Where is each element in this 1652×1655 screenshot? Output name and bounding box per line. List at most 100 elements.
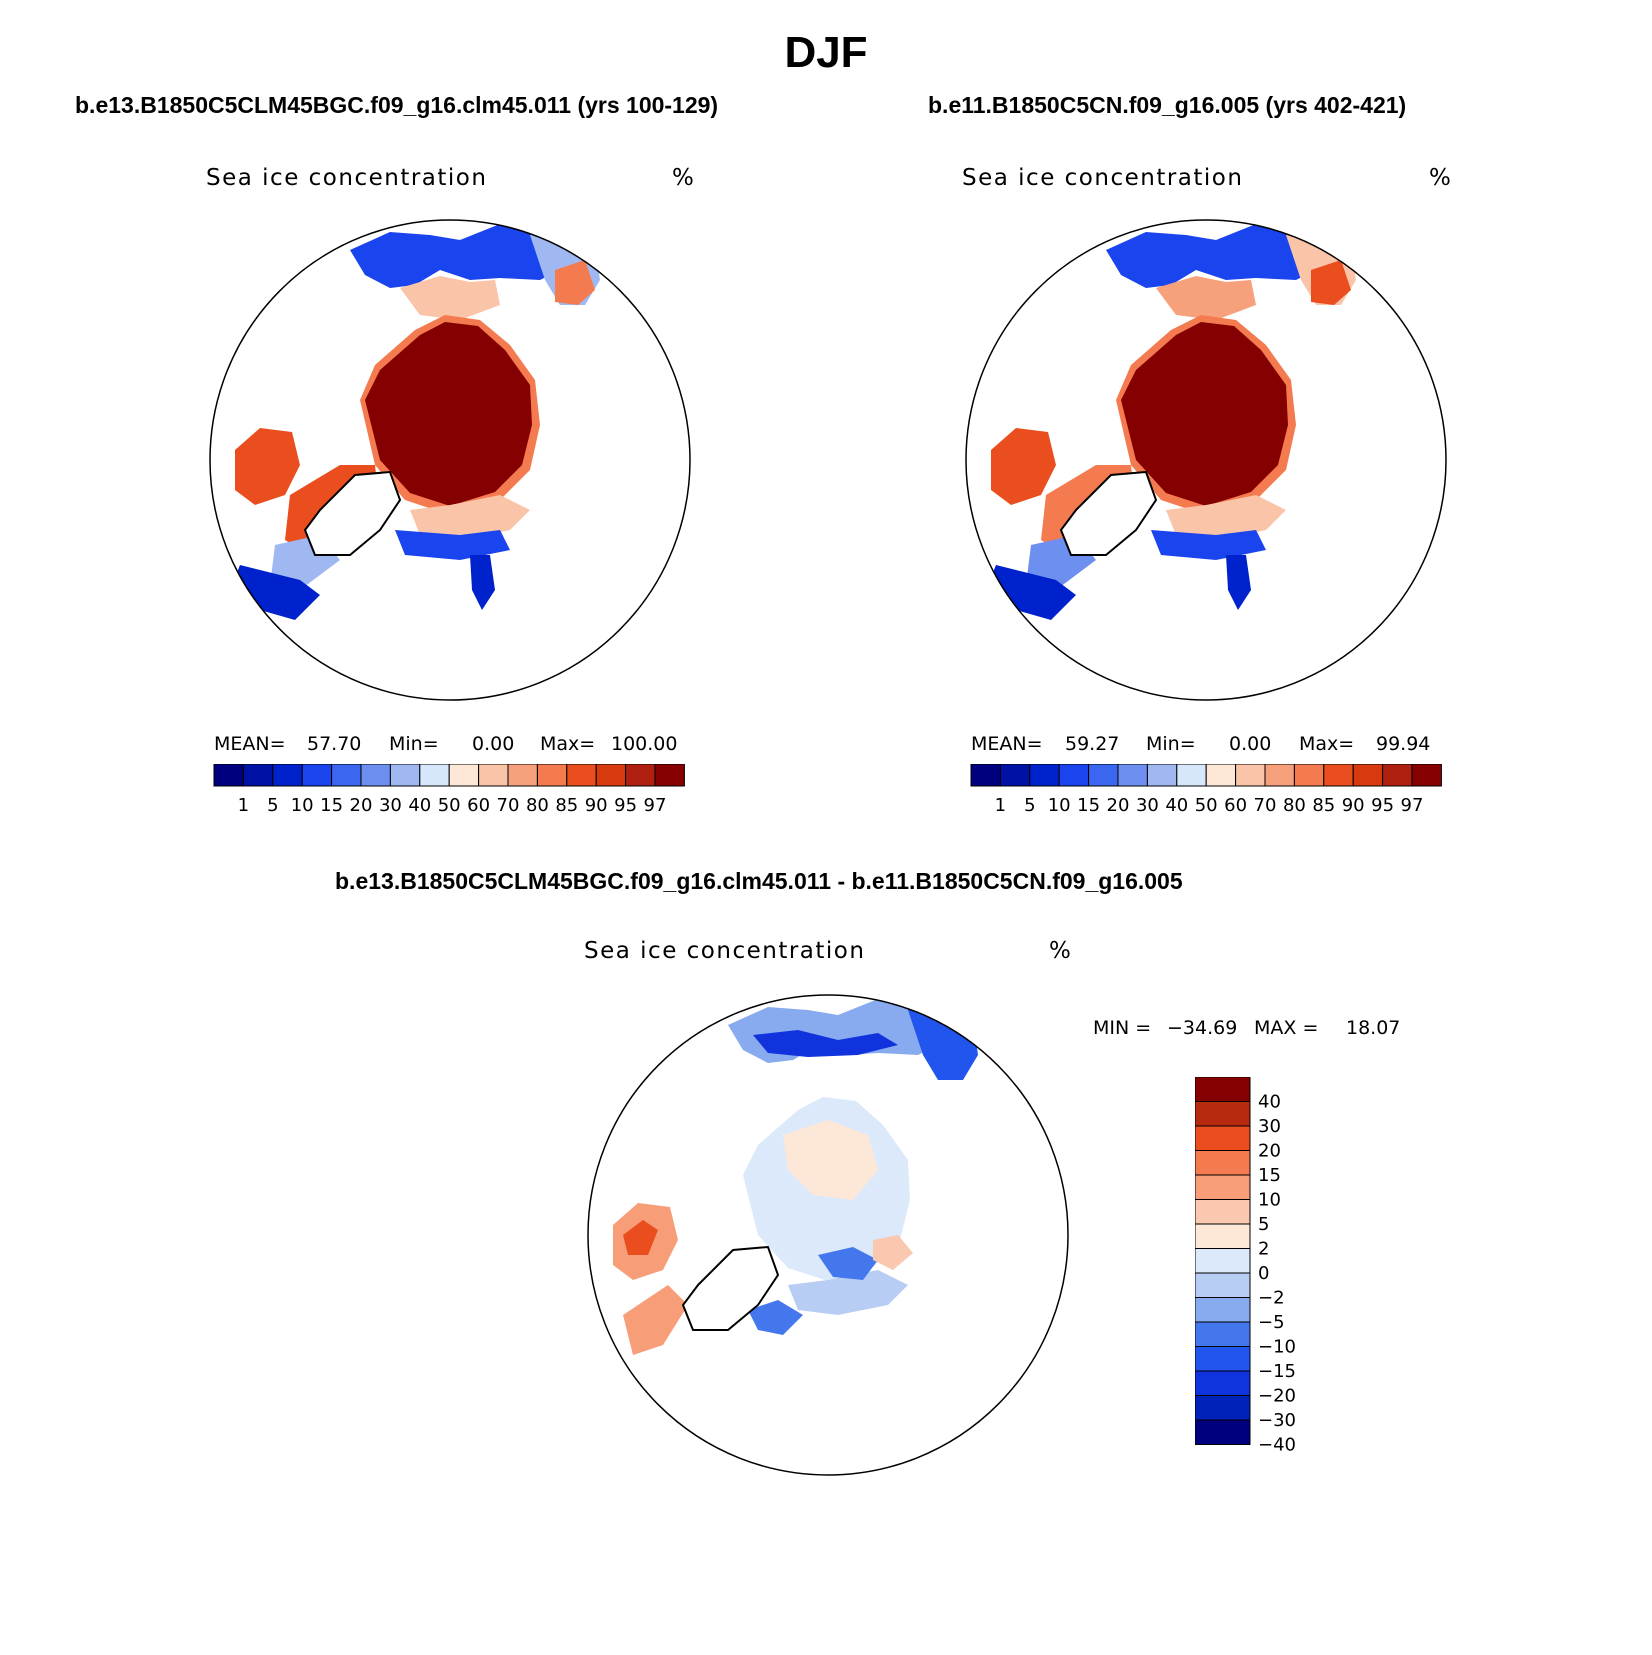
right-units: % bbox=[1429, 165, 1451, 191]
left-polar-map bbox=[209, 219, 691, 701]
nordic-seas-blue bbox=[1151, 530, 1266, 560]
diff-colorbar-swatch bbox=[1195, 1272, 1251, 1298]
colorbar-tick-label: 97 bbox=[644, 795, 667, 816]
arctic-pack-ice bbox=[365, 322, 532, 506]
colorbar-swatch bbox=[507, 764, 538, 787]
colorbar-tick-label: 30 bbox=[379, 795, 402, 816]
colorbar-swatch bbox=[1117, 764, 1148, 787]
left-units: % bbox=[672, 165, 694, 191]
kara-diff-negative bbox=[818, 1247, 878, 1280]
colorbar-swatch bbox=[1205, 764, 1237, 787]
right-colorbar: 1 5 10 15 20 30 40 50 60 70 80 85 90 95 97 bbox=[970, 764, 1442, 816]
colorbar-tick-label: 5 bbox=[267, 795, 278, 816]
colorbar-swatch bbox=[970, 764, 1001, 787]
colorbar-swatch bbox=[1323, 764, 1354, 787]
diff-colorbar-tick-label: −10 bbox=[1258, 1337, 1296, 1358]
colorbar-tick-label: 30 bbox=[1136, 795, 1159, 816]
left-min-label: Min= bbox=[389, 733, 439, 755]
nordic-diff-negative bbox=[748, 1300, 803, 1335]
right-mean-value: 59.27 bbox=[1065, 733, 1120, 755]
diff-colorbar-tick-label: 40 bbox=[1258, 1092, 1281, 1113]
diff-colorbar-tick-label: 5 bbox=[1258, 1214, 1269, 1235]
diff-colorbar-tick-label: 20 bbox=[1258, 1141, 1281, 1162]
colorbar-tick-label: 90 bbox=[585, 795, 608, 816]
colorbar-swatch bbox=[1411, 764, 1442, 787]
colorbar-swatch bbox=[1382, 764, 1413, 787]
colorbar-swatch bbox=[1176, 764, 1207, 787]
colorbar-tick-label: 5 bbox=[1024, 795, 1035, 816]
colorbar-swatch bbox=[213, 764, 244, 787]
diff-colorbar-swatch bbox=[1195, 1199, 1251, 1225]
colorbar-swatch bbox=[1088, 764, 1119, 787]
colorbar-tick-label: 70 bbox=[1254, 795, 1277, 816]
pacific-ice-margin bbox=[1106, 220, 1316, 288]
diff-colorbar-swatch bbox=[1195, 1346, 1251, 1372]
colorbar-tick-label: 1 bbox=[238, 795, 249, 816]
right-polar-map bbox=[965, 219, 1447, 701]
barents-diff-negative bbox=[788, 1270, 908, 1315]
colorbar-tick-label: 15 bbox=[1077, 795, 1100, 816]
diff-colorbar-tick-label: 10 bbox=[1258, 1190, 1281, 1211]
diff-colorbar-tick-label: −20 bbox=[1258, 1386, 1296, 1407]
colorbar-swatch bbox=[419, 764, 450, 787]
baltic-ice bbox=[470, 555, 495, 610]
diff-min-label: MIN = bbox=[1093, 1017, 1152, 1039]
nordic-seas-blue bbox=[395, 530, 510, 560]
barents-ice-edge bbox=[410, 495, 530, 540]
left-map-boundary bbox=[209, 219, 691, 701]
hudson-bay-ice bbox=[235, 428, 300, 505]
colorbar-swatch bbox=[272, 764, 303, 787]
north-atlantic-blue bbox=[986, 565, 1076, 620]
colorbar-tick-label: 10 bbox=[1048, 795, 1071, 816]
diff-colorbar-tick-label: 0 bbox=[1258, 1263, 1269, 1284]
diff-colorbar-tick-label: 2 bbox=[1258, 1239, 1269, 1260]
diff-colorbar-swatch bbox=[1195, 1297, 1251, 1323]
colorbar-swatch bbox=[1058, 764, 1090, 787]
diff-colorbar-tick-label: −5 bbox=[1258, 1312, 1285, 1333]
right-max-value: 99.94 bbox=[1376, 733, 1431, 755]
colorbar-tick-label: 15 bbox=[320, 795, 343, 816]
barents-diff-positive bbox=[873, 1235, 913, 1270]
colorbar-tick-label: 10 bbox=[291, 795, 314, 816]
left-max-label: Max= bbox=[540, 733, 596, 755]
colorbar-swatch bbox=[999, 764, 1031, 787]
diff-units: % bbox=[1049, 938, 1071, 964]
colorbar-swatch bbox=[1146, 764, 1178, 787]
colorbar-tick-label: 40 bbox=[1165, 795, 1188, 816]
colorbar-tick-label: 60 bbox=[1224, 795, 1247, 816]
diff-colorbar-swatch bbox=[1195, 1248, 1251, 1274]
diff-variable-title: Sea ice concentration bbox=[584, 938, 866, 964]
colorbar-swatch bbox=[536, 764, 568, 787]
diff-colorbar-tick-label: 30 bbox=[1258, 1116, 1281, 1137]
diff-colorbar-tick-label: −15 bbox=[1258, 1361, 1296, 1382]
greenland-outline bbox=[1059, 470, 1158, 556]
colorbar-swatch bbox=[1264, 764, 1295, 787]
greenland-outline bbox=[303, 470, 402, 556]
right-min-value: 0.00 bbox=[1229, 733, 1272, 755]
colorbar-swatch bbox=[301, 764, 333, 787]
right-max-label: Max= bbox=[1299, 733, 1355, 755]
colorbar-tick-label: 85 bbox=[1312, 795, 1335, 816]
north-atlantic-blue bbox=[230, 565, 320, 620]
colorbar-tick-label: 80 bbox=[526, 795, 549, 816]
diff-colorbar-swatch bbox=[1195, 1125, 1251, 1151]
diff-colorbar-swatch bbox=[1195, 1419, 1251, 1445]
diff-colorbar-tick-label: −2 bbox=[1258, 1288, 1285, 1309]
colorbar-tick-label: 95 bbox=[614, 795, 637, 816]
colorbar-tick-label: 90 bbox=[1342, 795, 1365, 816]
left-mean-value: 57.70 bbox=[307, 733, 362, 755]
colorbar-tick-label: 80 bbox=[1283, 795, 1306, 816]
colorbar-swatch bbox=[389, 764, 421, 787]
diff-colorbar-swatch bbox=[1195, 1395, 1251, 1421]
colorbar-swatch bbox=[1352, 764, 1384, 787]
diff-colorbar-tick-label: 15 bbox=[1258, 1165, 1281, 1186]
colorbar-tick-label: 40 bbox=[408, 795, 431, 816]
pacific-ice-margin bbox=[350, 220, 560, 288]
left-max-value: 100.00 bbox=[611, 733, 678, 755]
left-colorbar: 1 5 10 15 20 30 40 50 60 70 80 85 90 95 97 bbox=[213, 764, 685, 816]
hudson-bay-diff-strong bbox=[623, 1220, 658, 1255]
pacific-ice-edge bbox=[400, 276, 500, 320]
colorbar-tick-label: 1 bbox=[995, 795, 1006, 816]
colorbar-swatch bbox=[1235, 764, 1266, 787]
